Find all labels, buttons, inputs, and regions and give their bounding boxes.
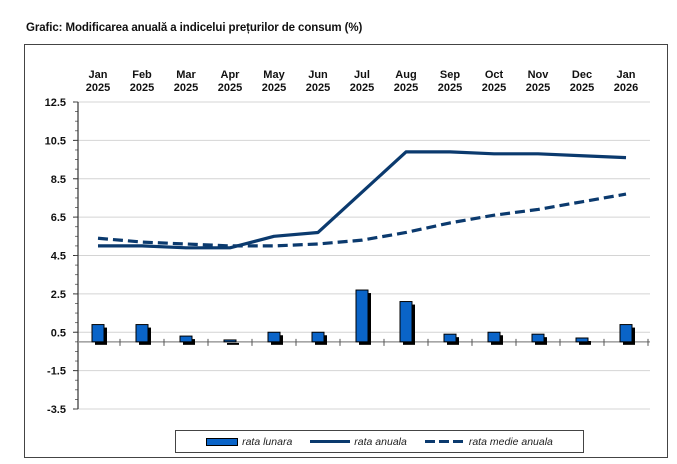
bar-rata-lunara (179, 335, 193, 343)
legend-item-rata-anuala: rata anuala (310, 436, 407, 448)
x-tick-label-year: 2025 (394, 82, 418, 94)
bar-shadow (227, 342, 239, 345)
y-tick-label: 6.5 (51, 212, 66, 224)
chart-frame (24, 44, 668, 458)
y-tick-label: 10.5 (45, 135, 66, 147)
x-tick-label-year: 2025 (482, 82, 506, 94)
x-tick-label-year: 2025 (570, 82, 594, 94)
legend-label: rata anuala (354, 435, 407, 448)
x-tick-label-year: 2025 (218, 82, 242, 94)
bar-rata-lunara (443, 333, 457, 343)
lines (97, 150, 627, 250)
legend-swatch-dashed-line (424, 440, 465, 443)
x-tick-label-month: Apr (221, 69, 241, 81)
x-tick-label-year: 2025 (262, 82, 286, 94)
x-tick-label-month: Feb (132, 69, 152, 81)
bar-shadow (579, 341, 591, 345)
legend-label: rata lunara (242, 435, 293, 448)
x-tick-label-month: Nov (528, 69, 550, 81)
legend-swatch-solid-line (310, 440, 351, 443)
x-tick-label-month: Jul (354, 69, 370, 81)
bar-rata-lunara (575, 337, 589, 343)
bar-rata-lunara (487, 331, 501, 343)
x-tick-label-year: 2025 (86, 82, 110, 94)
bar-rata-lunara (135, 324, 149, 343)
x-tick-label-year: 2025 (174, 82, 198, 94)
x-tick-label-month: Sep (440, 69, 460, 81)
x-tick-label-year: 2025 (306, 82, 330, 94)
bar-rata-lunara (223, 339, 237, 343)
bar-rata-lunara (399, 301, 413, 343)
y-tick-label: 12.5 (45, 97, 66, 109)
y-tick-label: -1.5 (47, 366, 66, 378)
y-tick-label: 8.5 (51, 174, 66, 186)
x-tick-label-month: Oct (485, 69, 504, 81)
bar-rata-lunara (531, 333, 545, 343)
x-tick-label-year: 2025 (526, 82, 550, 94)
bars-rata-lunara (91, 289, 635, 345)
tick-labels: 12.510.58.56.54.52.50.5-1.5-3.5Jan2025Fe… (45, 69, 639, 416)
x-tick-label-month: May (263, 69, 285, 81)
bar-rata-lunara (619, 324, 633, 343)
gridlines (78, 101, 650, 410)
x-tick-label-month: Jan (89, 69, 108, 81)
bar-rata-lunara (355, 289, 369, 343)
legend-label: rata medie anuala (468, 435, 553, 448)
x-tick-label-year: 2025 (438, 82, 462, 94)
x-tick-label-month: Jan (617, 69, 636, 81)
x-tick-label-year: 2025 (350, 82, 374, 94)
legend-item-rata-lunara: rata lunara (206, 436, 292, 448)
y-tick-label: 4.5 (51, 251, 66, 263)
line-rata-medie-anuala (97, 192, 627, 248)
bar-rata-lunara (311, 331, 325, 343)
y-tick-label: 0.5 (51, 327, 66, 339)
legend: rata lunara rata anuala rata medie anual… (175, 430, 584, 453)
y-tick-label: 2.5 (51, 289, 66, 301)
x-tick-label-month: Jun (308, 69, 328, 81)
bar-rata-lunara (267, 331, 281, 343)
line-rata-anuala (98, 150, 627, 250)
chart-title: Grafic: Modificarea anuală a indicelui p… (26, 22, 363, 34)
x-tick-label-year: 2025 (130, 82, 154, 94)
legend-swatch-bar (206, 437, 239, 446)
bar-rata-lunara (91, 324, 105, 343)
y-tick-label: -3.5 (47, 404, 66, 416)
x-tick-label-month: Dec (572, 69, 592, 81)
legend-item-rata-medie-anuala: rata medie anuala (424, 435, 553, 448)
x-tick-label-year: 2026 (614, 82, 638, 94)
x-tick-label-month: Mar (176, 69, 196, 81)
x-tick-label-month: Aug (395, 69, 416, 81)
